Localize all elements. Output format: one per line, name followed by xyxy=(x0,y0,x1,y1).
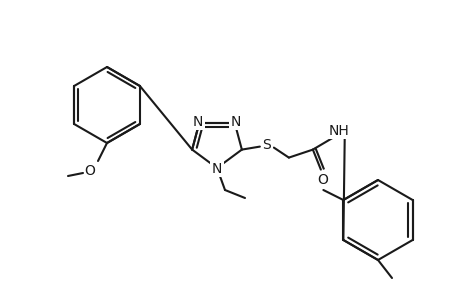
Text: N: N xyxy=(193,115,203,129)
Text: S: S xyxy=(262,138,271,152)
Text: O: O xyxy=(317,172,328,187)
Text: N: N xyxy=(230,115,241,129)
Text: O: O xyxy=(84,164,95,178)
Text: N: N xyxy=(211,162,222,176)
Text: NH: NH xyxy=(328,124,348,138)
